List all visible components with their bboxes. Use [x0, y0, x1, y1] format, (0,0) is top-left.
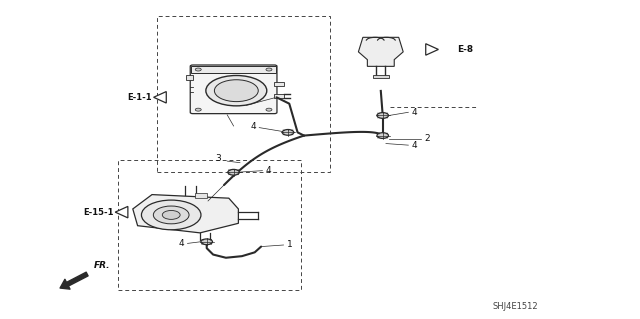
Circle shape [201, 239, 212, 245]
Text: SHJ4E1512: SHJ4E1512 [493, 302, 538, 311]
Bar [157, 16, 330, 172]
Circle shape [195, 108, 201, 111]
Text: E-15-1: E-15-1 [83, 208, 113, 217]
Text: 4: 4 [179, 239, 184, 248]
Circle shape [206, 76, 267, 106]
Polygon shape [358, 37, 403, 66]
Bar [118, 160, 301, 290]
Text: E-8: E-8 [458, 45, 474, 54]
Text: 4: 4 [266, 166, 271, 175]
FancyBboxPatch shape [190, 65, 277, 114]
Text: 4: 4 [412, 108, 417, 117]
Circle shape [377, 133, 388, 138]
FancyArrowPatch shape [60, 272, 88, 289]
Circle shape [377, 113, 388, 118]
Circle shape [282, 130, 294, 135]
Text: 3: 3 [215, 154, 221, 163]
Polygon shape [154, 92, 166, 103]
Bar [186, 75, 193, 80]
Circle shape [266, 68, 272, 71]
Circle shape [266, 108, 272, 111]
Circle shape [195, 68, 201, 71]
Circle shape [163, 211, 180, 219]
Text: 4: 4 [250, 122, 256, 131]
Circle shape [154, 206, 189, 224]
Text: E-1-1: E-1-1 [127, 93, 152, 102]
Bar [195, 193, 207, 198]
Text: 2: 2 [424, 134, 430, 143]
Polygon shape [115, 206, 128, 218]
Circle shape [214, 80, 259, 102]
Text: 4: 4 [412, 141, 417, 150]
Polygon shape [133, 195, 239, 233]
Text: FR.: FR. [94, 261, 111, 270]
Circle shape [228, 169, 239, 175]
Text: 1: 1 [287, 240, 292, 249]
Bar [191, 66, 276, 73]
Bar [275, 82, 284, 86]
Circle shape [141, 200, 201, 230]
Bar [275, 94, 284, 98]
Polygon shape [426, 44, 438, 55]
Bar [373, 75, 388, 78]
